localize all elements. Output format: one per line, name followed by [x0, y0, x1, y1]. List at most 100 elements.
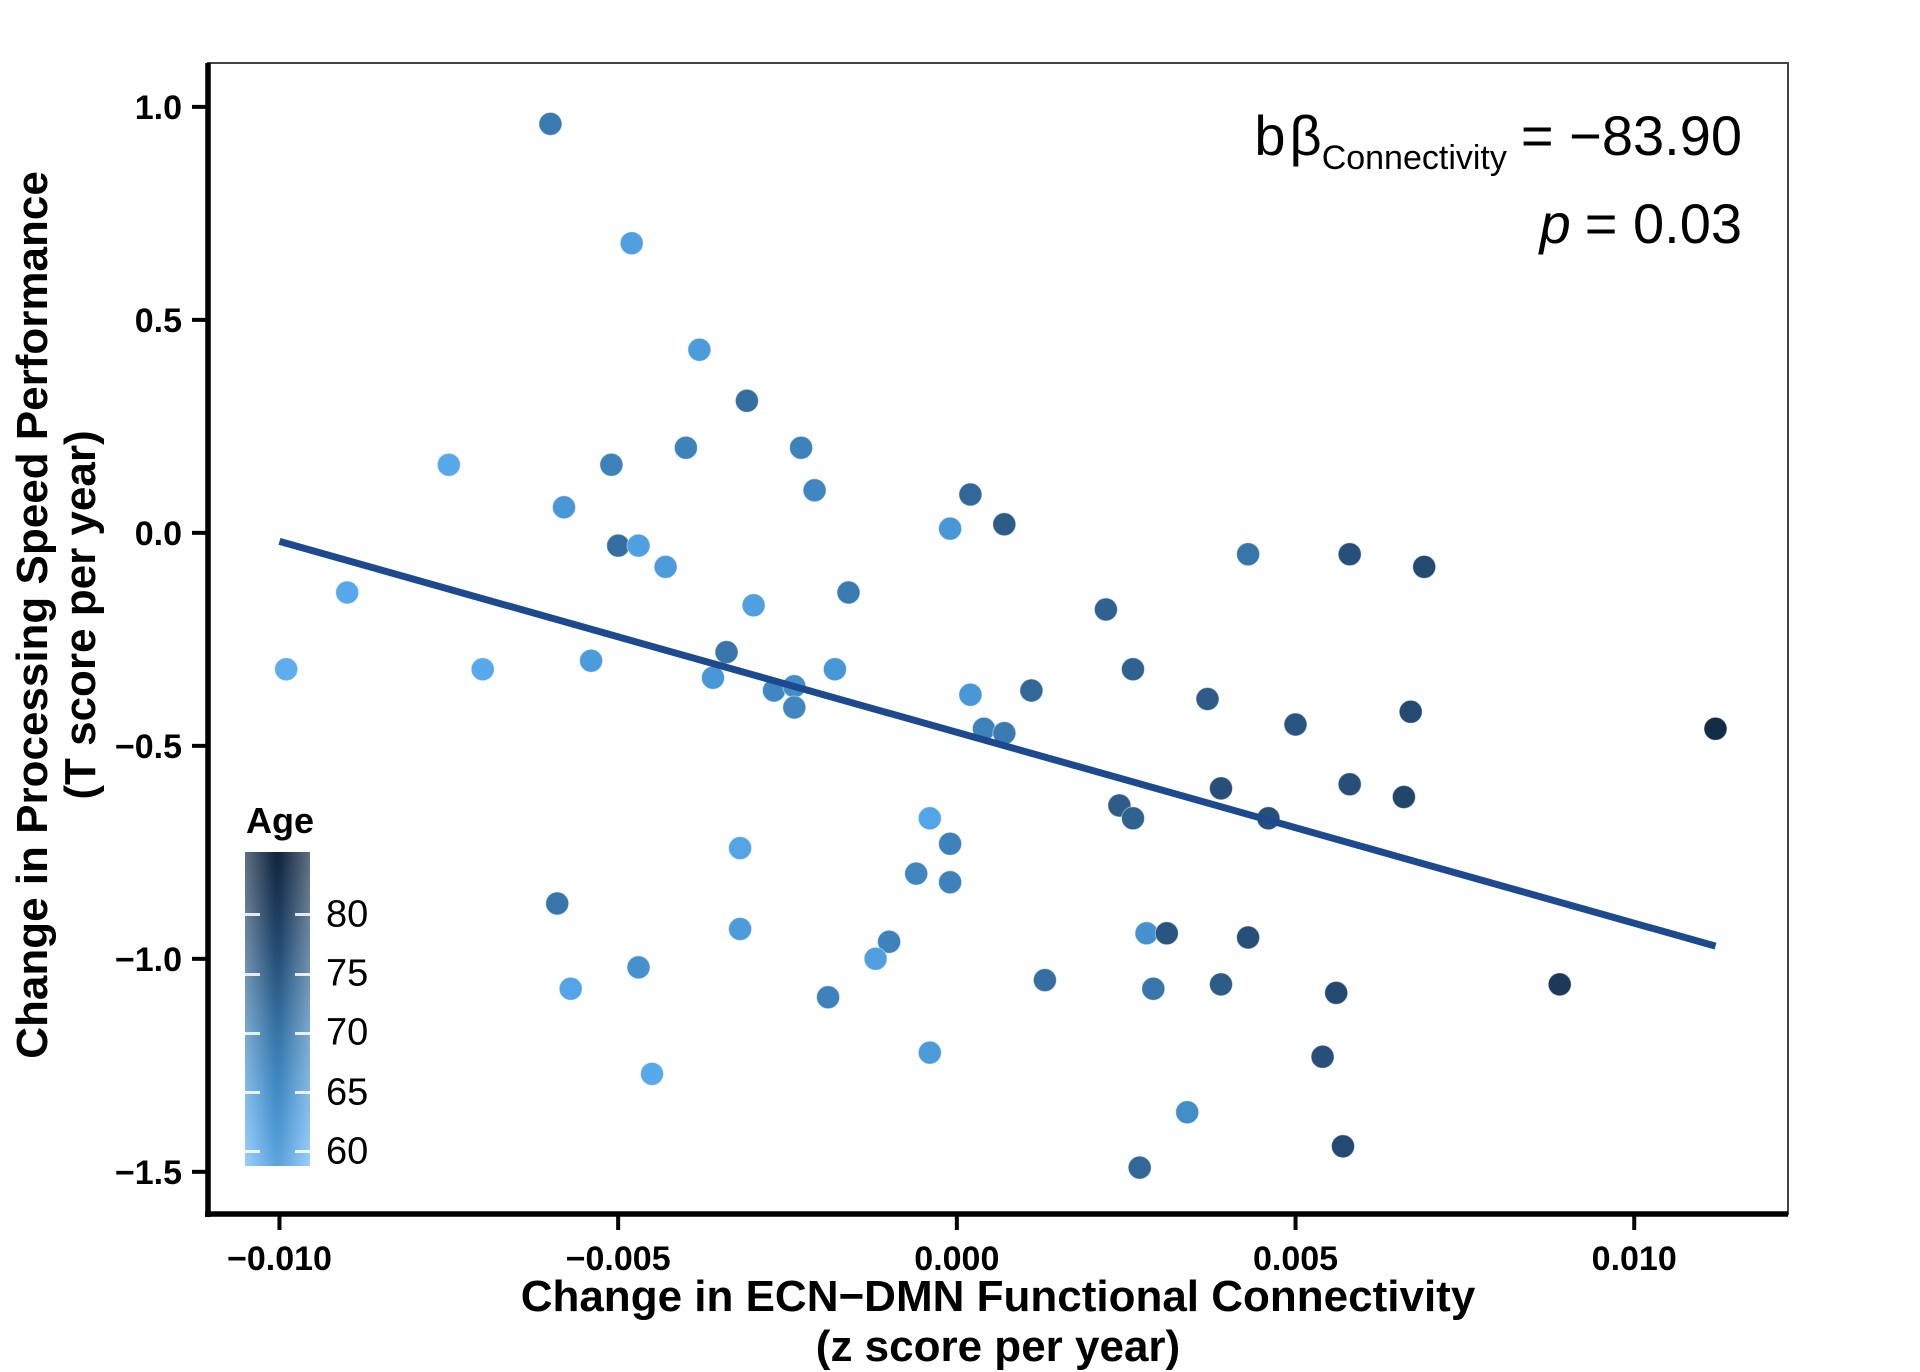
data-point	[728, 836, 753, 861]
data-point	[789, 435, 814, 460]
colorbar-tick-mark	[295, 913, 310, 917]
data-point	[606, 533, 631, 558]
age-legend-title: Age	[246, 800, 315, 841]
data-point	[904, 861, 929, 886]
data-point	[701, 665, 725, 690]
data-point	[863, 946, 888, 971]
data-point	[1337, 772, 1362, 797]
data-point	[558, 976, 583, 1001]
data-point	[992, 512, 1017, 537]
data-point	[782, 695, 807, 720]
data-point	[1019, 678, 1044, 703]
data-point	[714, 640, 739, 665]
p-value: = 0.03	[1584, 192, 1742, 255]
y-tick-label: 0.5	[135, 302, 182, 340]
data-point	[1209, 776, 1233, 801]
data-point	[1134, 921, 1159, 946]
x-axis-title-line1: Change in ECN−DMN Functional Connectivit…	[520, 1272, 1476, 1321]
data-point	[917, 806, 942, 831]
data-point	[626, 955, 651, 980]
data-point	[1209, 972, 1233, 997]
y-axis-title-line1: Change in Processing Speed Performance	[8, 171, 57, 1059]
data-point	[653, 554, 678, 579]
data-point	[802, 478, 827, 503]
data-point	[1337, 542, 1362, 567]
colorbar-tick-mark	[295, 972, 310, 976]
y-axis-title-line2: (T score per year)	[56, 430, 105, 800]
x-axis-title: Change in ECN−DMN Functional Connectivit…	[521, 1272, 1476, 1372]
age-legend-tick-label: 75	[326, 952, 369, 995]
data-point	[538, 111, 563, 136]
data-point	[1324, 980, 1349, 1005]
data-point	[545, 891, 570, 916]
age-colorbar	[245, 852, 310, 1166]
data-point	[1093, 597, 1118, 622]
age-legend-tick-label: 60	[326, 1130, 369, 1173]
data-point	[1141, 976, 1166, 1001]
beta-value: = −83.90	[1520, 104, 1742, 167]
data-point	[687, 337, 712, 362]
y-tick-label: −1.5	[115, 1154, 182, 1192]
data-point	[1121, 657, 1145, 682]
data-point	[470, 657, 495, 682]
data-point	[1195, 687, 1220, 711]
data-point	[938, 870, 963, 895]
colorbar-tick-mark	[245, 1031, 260, 1035]
data-point	[958, 482, 983, 507]
data-point	[1121, 806, 1145, 831]
data-point	[552, 495, 576, 520]
colorbar-tick-mark	[295, 1091, 310, 1095]
x-tick-label: −0.005	[566, 1240, 671, 1278]
p-value-annotation: p = 0.03	[1254, 180, 1742, 268]
colorbar-tick-mark	[245, 1091, 260, 1095]
data-point	[1283, 712, 1308, 737]
data-point	[335, 580, 360, 605]
beta-b: b	[1254, 104, 1286, 167]
colorbar-tick-mark	[295, 1031, 310, 1035]
x-tick-label: 0.005	[1253, 1240, 1338, 1278]
data-point	[877, 929, 902, 954]
colorbar-tick-mark	[245, 972, 260, 976]
data-point	[1310, 1044, 1335, 1069]
colorbar-tick-mark	[245, 913, 260, 917]
age-legend-tick-label: 65	[326, 1071, 369, 1114]
data-point	[1236, 925, 1261, 950]
data-point	[741, 593, 766, 618]
data-point	[673, 435, 698, 460]
y-tick-label: −1.0	[115, 941, 182, 979]
data-point	[734, 388, 759, 413]
stats-annotation: bβConnectivity = −83.90 p = 0.03	[1254, 92, 1742, 268]
x-tick-label: −0.010	[227, 1240, 332, 1278]
data-point	[1331, 1134, 1355, 1159]
data-point	[274, 657, 299, 682]
data-point	[917, 1040, 942, 1065]
beta-annotation: bβConnectivity = −83.90	[1254, 92, 1742, 180]
colorbar-shading	[245, 852, 310, 1166]
age-legend-tick-label: 70	[326, 1011, 369, 1054]
data-point	[1703, 716, 1728, 741]
data-point	[938, 516, 963, 541]
data-point	[1391, 785, 1416, 809]
regression-line	[278, 538, 1717, 950]
data-point	[619, 231, 644, 256]
data-point	[579, 648, 604, 673]
data-point	[822, 657, 847, 682]
data-point	[1547, 972, 1572, 997]
data-point	[816, 985, 841, 1010]
colorbar-tick-mark	[245, 1150, 260, 1154]
data-point	[640, 1061, 664, 1086]
data-point	[728, 917, 753, 941]
beta-subscript: Connectivity	[1321, 139, 1507, 177]
colorbar-tick-mark	[295, 1150, 310, 1154]
data-point	[1398, 699, 1423, 724]
y-axis-title: Change in Processing Speed Performance (…	[8, 171, 105, 1059]
y-tick-label: 1.0	[135, 89, 182, 127]
data-point	[1412, 554, 1437, 579]
x-axis-title-line2: (z score per year)	[815, 1322, 1181, 1371]
age-legend-tick-label: 80	[326, 893, 369, 936]
data-point	[1236, 542, 1261, 567]
y-tick-label: −0.5	[115, 728, 182, 766]
data-point	[626, 533, 651, 558]
